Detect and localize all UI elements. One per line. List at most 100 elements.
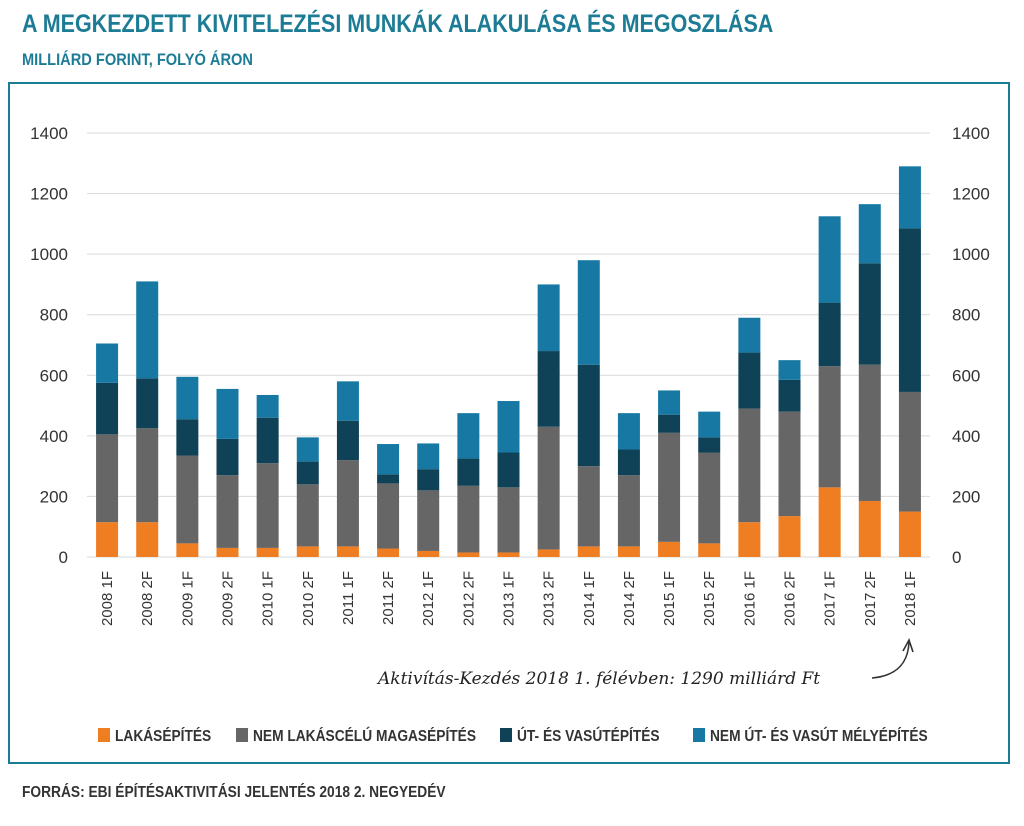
bar-segment [577, 364, 600, 467]
bar-segment [698, 452, 721, 544]
bar-segment [176, 543, 199, 557]
bar-segment [296, 461, 319, 485]
y-axis-left: 0 200 400 600 800 1000 1200 1400 [30, 124, 68, 567]
bar-segment [698, 411, 721, 438]
bar-segment [658, 432, 681, 542]
bar-segment [778, 411, 801, 517]
bar-segment [136, 428, 159, 523]
bar-segment [417, 490, 440, 551]
bar-segment [216, 388, 239, 439]
y-tick-label-right: 200 [952, 487, 980, 506]
bar-segment [377, 444, 400, 475]
chart-title: A MEGKEZDETT KIVITELEZÉSI MUNKÁK ALAKULÁ… [22, 10, 774, 38]
legend-label: LAKÁSÉPÍTÉS [115, 727, 211, 745]
y-tick-label-left: 800 [40, 306, 68, 325]
bar-segment [497, 401, 520, 453]
bar-segment [898, 391, 921, 512]
bar-segment [658, 541, 681, 557]
y-tick-label-left: 0 [59, 548, 68, 567]
legend-swatch [236, 728, 248, 742]
bar-segment [698, 437, 721, 453]
bar-segment [818, 302, 841, 367]
legend-label: NEM LAKÁSCÉLÚ MAGASÉPÍTÉS [253, 726, 476, 745]
annotation-arrow [871, 641, 910, 679]
bar-segment [818, 216, 841, 303]
bar-segment [778, 360, 801, 380]
bar-segment [176, 376, 199, 420]
bar-segment [417, 550, 440, 557]
x-tick-label: 2009 2F [220, 571, 237, 626]
bar-segment [256, 463, 279, 548]
bar-segment [617, 449, 640, 476]
bar-segment [457, 552, 480, 557]
bar-segment [577, 260, 600, 365]
bar-segment [537, 351, 560, 427]
bar-segment [858, 263, 881, 365]
bar-segment [457, 413, 480, 459]
x-tick-label: 2010 1F [260, 571, 277, 626]
bar-segment [256, 417, 279, 464]
bar-segment [216, 475, 239, 548]
bar-segment [417, 443, 440, 470]
bar-segment [738, 352, 761, 409]
bar-segment [377, 474, 400, 484]
bar-segment [778, 379, 801, 412]
bar-segment [96, 382, 119, 435]
x-tick-label: 2008 2F [139, 571, 156, 626]
x-tick-label: 2017 2F [862, 571, 879, 626]
bar-segment [336, 381, 359, 421]
bar-segment [537, 549, 560, 557]
bar-segment [858, 204, 881, 264]
bar-segment [96, 343, 119, 383]
y-tick-label-left: 1200 [30, 185, 68, 204]
bar-segment [457, 485, 480, 553]
x-tick-label: 2016 1F [741, 571, 758, 626]
x-tick-label: 2013 1F [501, 571, 518, 626]
bar-segment [336, 460, 359, 547]
y-tick-label-right: 1200 [952, 185, 990, 204]
bar-segment [377, 548, 400, 557]
legend-swatch [693, 728, 705, 742]
x-tick-label: 2016 2F [782, 571, 799, 626]
bar-segment [497, 552, 520, 557]
y-tick-label-left: 1000 [30, 245, 68, 264]
x-tick-label: 2018 1F [902, 571, 919, 626]
x-tick-label: 2017 1F [822, 571, 839, 626]
bar-segment [577, 466, 600, 547]
x-tick-label: 2009 1F [179, 571, 196, 626]
legend: LAKÁSÉPÍTÉS NEM LAKÁSCÉLÚ MAGASÉPÍTÉS ÚT- … [98, 726, 928, 745]
bar-segment [417, 469, 440, 491]
bar-segment [136, 378, 159, 429]
x-tick-label: 2011 2F [380, 571, 397, 625]
y-tick-label-right: 600 [952, 366, 980, 385]
bar-segment [216, 438, 239, 476]
bar-segment [818, 487, 841, 557]
chart-subtitle: MILLIÁRD FORINT, FOLYÓ ÁRON [22, 50, 253, 69]
bar-segment [537, 426, 560, 550]
bar-segment [96, 522, 119, 557]
bar-segment [617, 475, 640, 547]
bar-segment [256, 547, 279, 557]
bar-segment [336, 420, 359, 461]
bar-segment [738, 408, 761, 523]
bar-segment [738, 317, 761, 353]
bar-segment [256, 394, 279, 418]
bar-segment [136, 281, 159, 379]
bar-segment [778, 516, 801, 557]
x-axis: 2008 1F 2008 2F 2009 1F 2009 2F 2010 1F 2010 … [99, 571, 919, 626]
annotation-arrowhead [902, 638, 914, 653]
bar-segment [296, 546, 319, 557]
x-tick-label: 2014 2F [621, 571, 638, 626]
bar-segment [176, 455, 199, 544]
bar-segment [457, 458, 480, 486]
legend-label: ÚT- ÉS VASÚTÉPÍTÉS [517, 726, 660, 745]
bar-segment [617, 546, 640, 557]
bar-segment [296, 484, 319, 547]
x-tick-label: 2008 1F [99, 571, 116, 626]
bar-segment [96, 434, 119, 523]
legend-label: NEM ÚT- ÉS VASÚT MÉLYÉPÍTÉS [710, 726, 928, 745]
bar-segment [658, 390, 681, 415]
y-tick-label-right: 0 [952, 548, 961, 567]
x-tick-label: 2010 2F [300, 571, 317, 626]
